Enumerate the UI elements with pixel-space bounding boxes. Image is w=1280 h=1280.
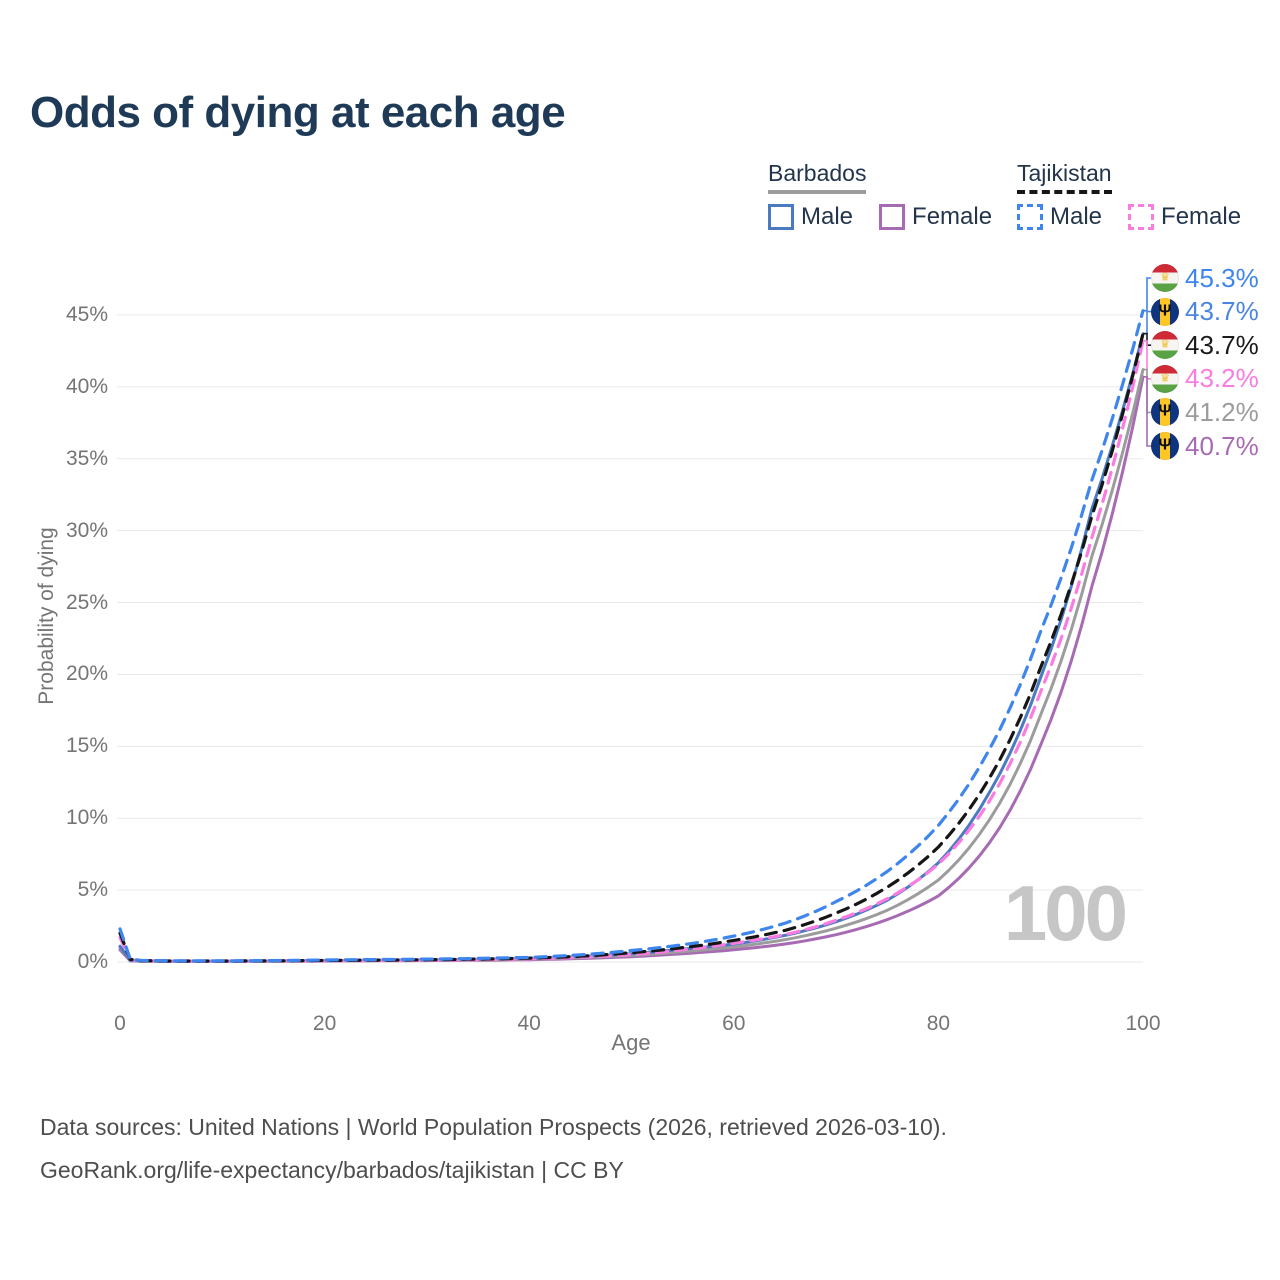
y-tick-45%: 45% [65,303,108,326]
legend-item-barbados-female[interactable]: Female [879,203,992,231]
legend-swatch-barbados-female[interactable] [879,204,906,230]
legend-item-tajikistan-male[interactable]: Male [1017,203,1102,231]
y-axis-title: Probability of dying [35,527,58,705]
tajikistan-flag-icon [1151,364,1179,393]
end-label-value-barbados-both: 41.2% [1185,396,1259,427]
series-line-tajikistan-both [118,332,1145,963]
barbados-flag-icon [1151,398,1179,427]
leader-line-barbados-both [1143,368,1151,414]
end-label-tajikistan-female: 43.2% [1151,363,1259,394]
leader-line-tajikistan-both [1143,332,1151,346]
tajikistan-flag-icon [1151,264,1179,292]
legend-swatch-tajikistan-female[interactable] [1128,204,1155,230]
data-source-line: Data sources: United Nations | World Pop… [40,1114,947,1140]
leader-line-barbados-female [1143,376,1151,447]
legend-label-barbados-male: Male [801,203,854,230]
end-label-barbados-female: 40.7% [1151,430,1259,461]
legend-header-barbados[interactable]: Barbados [768,160,867,194]
leader-line-tajikistan-male [1143,277,1151,312]
leader-line-tajikistan-female [1143,340,1151,380]
end-label-value-tajikistan-female: 43.2% [1185,363,1259,394]
y-tick-5%: 5% [77,878,108,902]
end-label-barbados-male: 43.7% [1151,296,1259,327]
legend-header-tajikistan[interactable]: Tajikistan [1017,160,1112,194]
series-line-tajikistan-female [118,339,1145,963]
end-label-tajikistan-both: 43.7% [1151,329,1259,360]
end-label-value-barbados-female: 40.7% [1185,430,1259,461]
leader-line-barbados-male [1143,310,1151,335]
tajikistan-flag-icon [1151,331,1179,360]
series-line-tajikistan-male [118,309,1145,963]
x-tick-80: 80 [926,1012,951,1035]
x-axis-title: Age [611,1030,651,1055]
series-line-barbados-both [118,368,1145,963]
legend-group-tajikistan: Tajikistan Male Female [1017,160,1241,231]
legend-group-barbados: Barbados Male Female [768,160,992,231]
y-tick-20%: 20% [65,662,108,686]
legend-label-tajikistan-male: Male [1050,203,1103,230]
end-label-value-tajikistan-male: 45.3% [1185,262,1259,293]
legend-item-barbados-male[interactable]: Male [768,203,853,231]
legend-item-tajikistan-female[interactable]: Female [1128,203,1241,231]
legend-swatch-barbados-male[interactable] [768,204,794,230]
legend-label-tajikistan-female: Female [1161,203,1242,230]
page-title: Odds of dying at each age [30,88,566,137]
y-tick-30%: 30% [65,518,108,542]
legend-items-tajikistan: Male Female [1017,203,1241,231]
y-tick-0%: 0% [77,950,108,973]
end-label-value-barbados-male: 43.7% [1185,296,1259,327]
x-tick-40: 40 [517,1012,541,1035]
barbados-flag-icon [1151,297,1179,326]
age-counter-watermark: 100 [1003,869,1128,957]
y-tick-35%: 35% [65,446,108,470]
x-tick-0: 0 [114,1012,126,1035]
x-tick-20: 20 [312,1012,337,1035]
y-tick-10%: 10% [65,806,108,830]
y-tick-40%: 40% [65,374,108,398]
y-tick-25%: 25% [65,590,108,614]
y-tick-15%: 15% [65,734,108,758]
end-label-barbados-both: 41.2% [1151,396,1259,427]
legend-items-barbados: Male Female [768,203,992,231]
x-tick-60: 60 [722,1012,746,1035]
barbados-flag-icon [1151,432,1179,460]
legend-label-barbados-female: Female [912,203,993,230]
x-tick-100: 100 [1125,1012,1161,1035]
end-label-tajikistan-male: 45.3% [1151,262,1259,293]
attribution-line: GeoRank.org/life-expectancy/barbados/taj… [40,1157,624,1183]
series-line-barbados-male [118,332,1145,963]
legend-swatch-tajikistan-male[interactable] [1017,204,1043,230]
end-label-value-tajikistan-both: 43.7% [1185,329,1259,360]
footer: Data sources: United Nations | World Pop… [40,1106,947,1192]
